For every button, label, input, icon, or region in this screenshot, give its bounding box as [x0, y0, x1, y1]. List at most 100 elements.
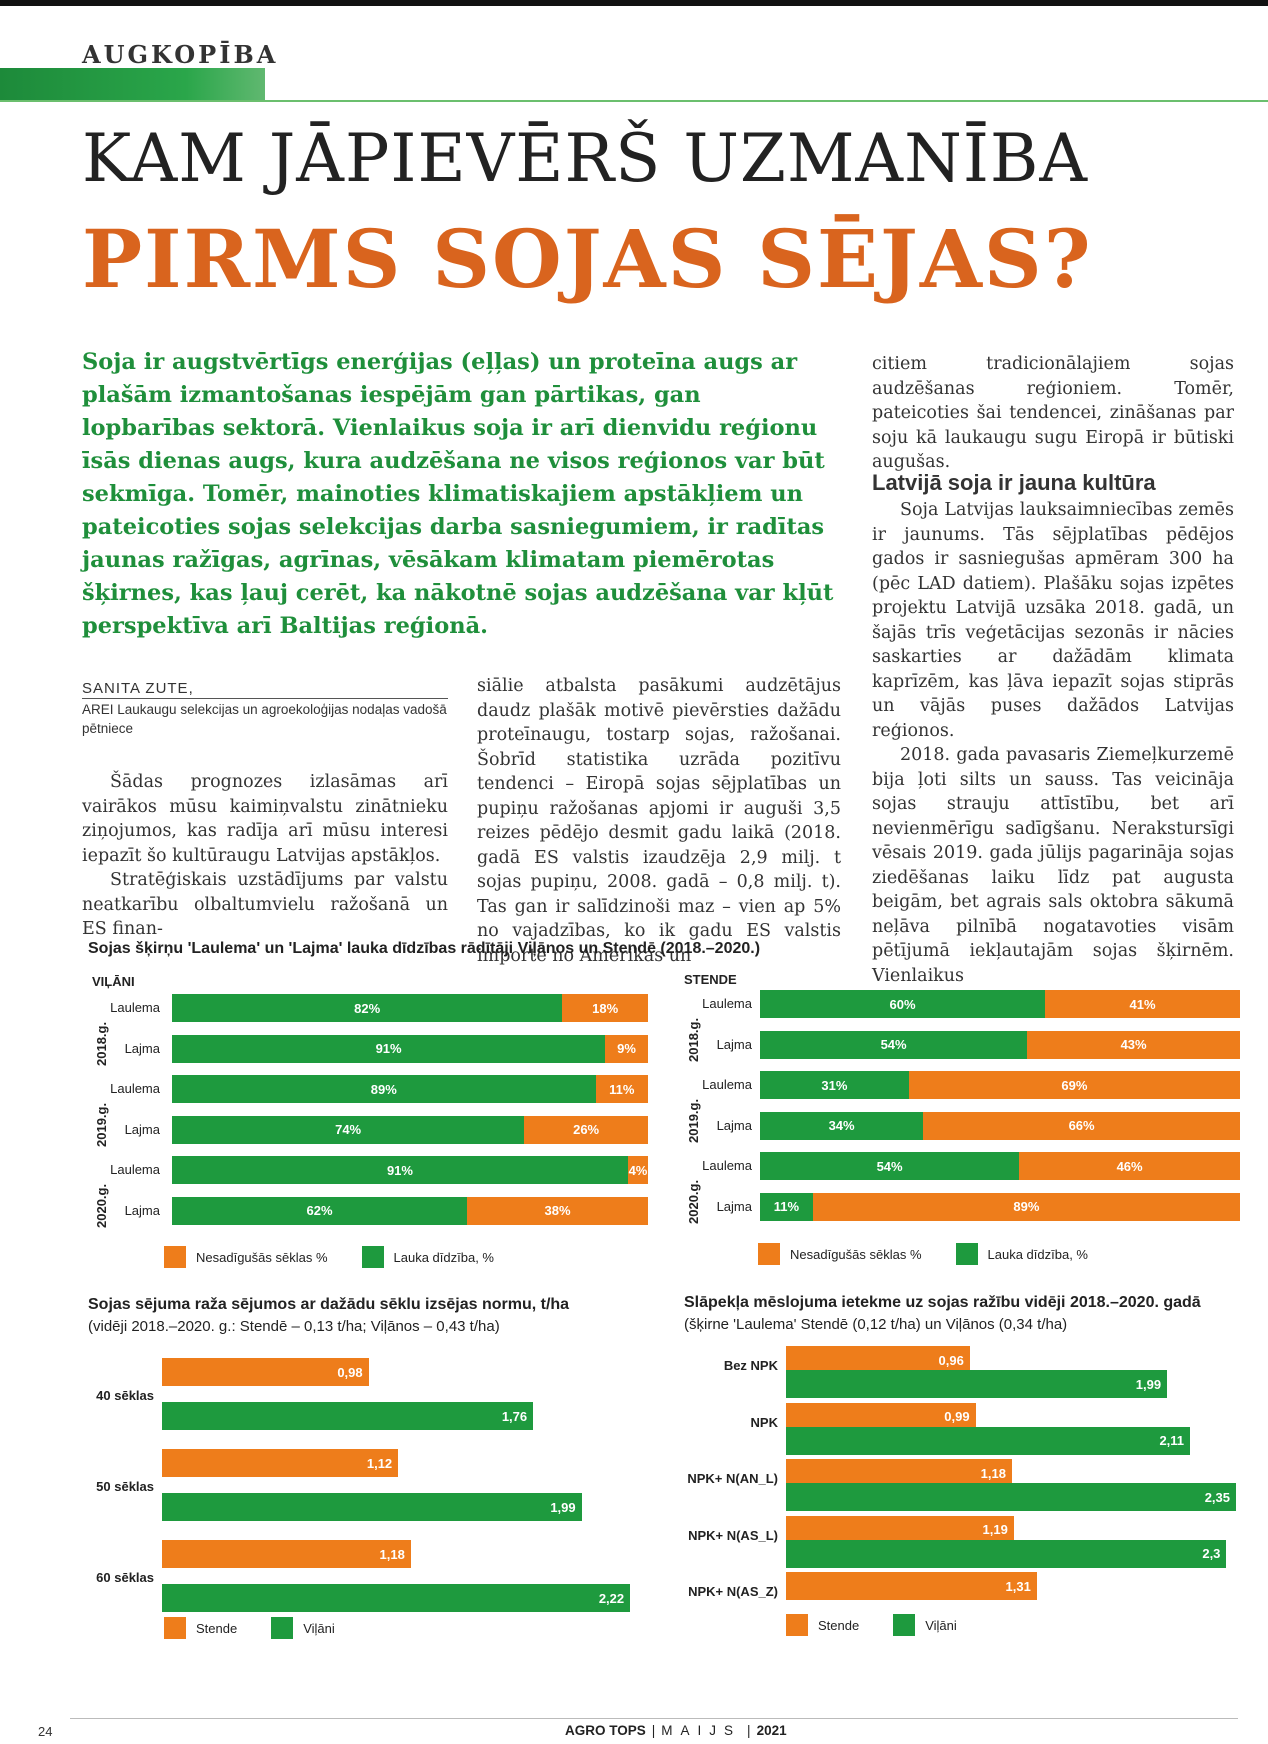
- stacked-bar: 54% 46%: [760, 1152, 1240, 1180]
- chart-legend: Stende Viļāni: [164, 1617, 369, 1639]
- bar-segment-non-germinated: 4%: [627, 1156, 648, 1184]
- paragraph: 2018. gada pavasaris Ziemeļkurzemē bija …: [872, 745, 1234, 986]
- bar-stende: 0,98: [162, 1358, 369, 1386]
- legend-text: Nesadīgušās sēklas %: [196, 1249, 328, 1265]
- lead-paragraph: Soja ir augstvērtīgs enerģijas (eļļas) u…: [82, 349, 834, 639]
- bar-vilani: 2,35: [786, 1483, 1236, 1511]
- category-label: NPK+ N(AN_L): [687, 1471, 778, 1486]
- bar-segment-non-germinated: 11%: [595, 1075, 648, 1103]
- category-label: 40 sēklas: [96, 1388, 154, 1403]
- category-label: NPK: [750, 1414, 778, 1430]
- row-label: Lajma: [124, 1040, 160, 1056]
- page-number: 24: [38, 1724, 53, 1739]
- bar-segment-non-germinated: 46%: [1019, 1152, 1240, 1180]
- legend-item-orange: Nesadīgušās sēklas %: [164, 1246, 328, 1268]
- article-title-line1: KAM JĀPIEVĒRŠ UZMANĪBA: [82, 120, 1089, 197]
- category-label: 60 sēklas: [96, 1570, 154, 1585]
- legend-text: Viļāni: [303, 1620, 335, 1636]
- section-bar: [0, 68, 265, 102]
- legend-item-green: Lauka dīdzība, %: [361, 1246, 494, 1268]
- chart1-title: Sojas šķirņu 'Laulema' un 'Lajma' lauka …: [88, 940, 761, 957]
- bar-segment-field-germination: 60%: [760, 990, 1046, 1018]
- legend-text: Viļāni: [925, 1617, 957, 1633]
- paragraph: Soja Latvijas lauksaimniecības zemēs ir …: [872, 500, 1234, 741]
- legend-text: Stende: [196, 1620, 238, 1636]
- row-label: Laulema: [702, 1077, 752, 1092]
- chart2-subtitle: (vidēji 2018.–2020. g.: Stendē – 0,13 t/…: [88, 1318, 500, 1335]
- legend-swatch: [758, 1243, 780, 1265]
- article-title-line2: PIRMS SOJAS SĒJAS?: [82, 212, 1093, 306]
- chart3-subtitle: (šķirne 'Laulema' Stendē (0,12 t/ha) un …: [684, 1316, 1068, 1333]
- author-divider: [82, 698, 448, 699]
- section-label: AUGKOPĪBA: [82, 40, 279, 69]
- paragraph: Stratēģiskais uzstādījums par valstu nea…: [82, 870, 448, 939]
- stacked-bar: 34% 66%: [760, 1111, 1240, 1140]
- row-label: Laulema: [702, 996, 752, 1011]
- stacked-bar: 74% 26%: [172, 1115, 648, 1144]
- top-rule: [0, 0, 1268, 6]
- column3-top-paragraph: citiem tradicionālajiem sojas audzēšanas…: [872, 354, 1234, 472]
- row-label: Lajma: [716, 1036, 752, 1052]
- column1-body: Šādas prognozes izlasāmas arī vairākos m…: [82, 770, 448, 942]
- bar-segment-field-germination: 91%: [172, 1034, 606, 1063]
- bar-vilani: 2,11: [786, 1426, 1191, 1455]
- column3-body: Soja Latvijas lauksaimniecības zemēs ir …: [872, 498, 1234, 988]
- stacked-bar: 62% 38%: [172, 1196, 648, 1225]
- bar-stende: 1,18: [162, 1540, 411, 1568]
- bar-segment-non-germinated: 9%: [605, 1034, 648, 1063]
- row-label: Lajma: [716, 1198, 752, 1214]
- panel-label-stende: STENDE: [684, 972, 737, 987]
- bar-segment-field-germination: 89%: [172, 1075, 596, 1103]
- chart1-legend: Nesadīgušās sēklas % Lauka dīdzība, %: [164, 1246, 528, 1268]
- bar-segment-non-germinated: 66%: [923, 1111, 1240, 1140]
- bar-segment-field-germination: 54%: [760, 1030, 1028, 1059]
- row-label: Lajma: [124, 1202, 160, 1218]
- legend-text: Lauka dīdzība, %: [393, 1249, 494, 1265]
- author-name: SANITA ZUTE,: [82, 680, 194, 697]
- legend-item-orange: Nesadīgušās sēklas %: [758, 1243, 922, 1265]
- chart-legend: Stende Viļāni: [786, 1614, 991, 1636]
- section-divider: [0, 100, 1268, 102]
- bar-segment-field-germination: 91%: [172, 1156, 628, 1184]
- category-label: NPK+ N(AS_Z): [688, 1584, 778, 1599]
- category-label: 50 sēklas: [96, 1479, 154, 1494]
- bar-segment-field-germination: 62%: [172, 1196, 468, 1225]
- bar-stende: 1,12: [162, 1449, 399, 1477]
- bar-segment-non-germinated: 69%: [908, 1071, 1240, 1099]
- bar-segment-non-germinated: 41%: [1045, 990, 1240, 1018]
- legend-swatch: [164, 1617, 186, 1639]
- column2-body: siālie atbalsta pasākumi audzētājus daud…: [477, 674, 841, 968]
- legend-swatch: [271, 1617, 294, 1639]
- column3-top-text: citiem tradicionālajiem sojas audzēšanas…: [872, 352, 1234, 475]
- stacked-bar: 89% 11%: [172, 1075, 648, 1103]
- row-label: Lajma: [124, 1121, 160, 1137]
- legend-item-green: Lauka dīdzība, %: [955, 1243, 1088, 1265]
- bar-vilani: 1,99: [786, 1370, 1168, 1398]
- bar-vilani: 1,99: [162, 1493, 582, 1521]
- chart2-title: Sojas sējuma raža sējumos ar dažādu sēkl…: [88, 1296, 570, 1313]
- stacked-bar: 91% 9%: [172, 1034, 648, 1063]
- bar-segment-non-germinated: 26%: [524, 1115, 648, 1144]
- footer-magazine: AGRO TOPS | MAIJS | 2021: [565, 1723, 787, 1738]
- author-description: AREI Laukaugu selekcijas un agroekoloģij…: [82, 702, 447, 736]
- category-label: Bez NPK: [723, 1358, 778, 1373]
- magazine-name: AGRO TOPS: [565, 1723, 646, 1738]
- bar-segment-field-germination: 11%: [760, 1192, 813, 1221]
- issue-year: 2021: [756, 1723, 787, 1738]
- paragraph: siālie atbalsta pasākumi audzētājus daud…: [477, 676, 841, 966]
- legend-item: Stende: [786, 1614, 859, 1636]
- bar-stende: 1,31: [786, 1572, 1037, 1600]
- stacked-bar: 60% 41%: [760, 990, 1240, 1018]
- stacked-bar: 31% 69%: [760, 1071, 1240, 1099]
- legend-item: Viļāni: [271, 1617, 335, 1639]
- bar-vilani: 2,22: [162, 1584, 631, 1612]
- row-label: Laulema: [702, 1158, 752, 1173]
- row-label: Laulema: [110, 1000, 160, 1015]
- legend-swatch: [893, 1614, 916, 1636]
- legend-swatch: [361, 1246, 384, 1268]
- bar-stende: 1,19: [786, 1515, 1014, 1544]
- row-label: Lajma: [716, 1117, 752, 1133]
- legend-item: Stende: [164, 1617, 237, 1639]
- bar-segment-field-germination: 34%: [760, 1111, 924, 1140]
- paragraph: Šādas prognozes izlasāmas arī vairākos m…: [82, 772, 448, 866]
